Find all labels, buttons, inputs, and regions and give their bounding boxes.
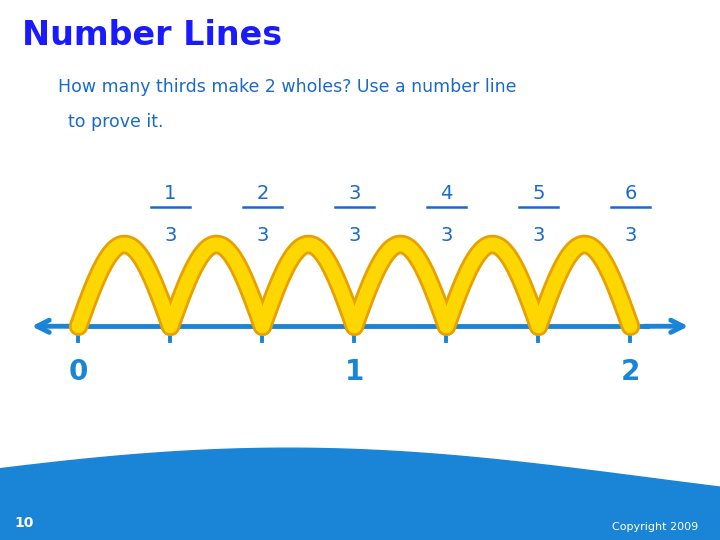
Text: 0: 0 xyxy=(69,358,88,386)
Text: 3: 3 xyxy=(348,226,361,245)
Text: 5: 5 xyxy=(532,185,545,204)
Text: 6: 6 xyxy=(624,185,636,204)
Text: 1: 1 xyxy=(164,185,176,204)
Text: How many thirds make 2 wholes? Use a number line: How many thirds make 2 wholes? Use a num… xyxy=(58,78,516,96)
Text: 2: 2 xyxy=(621,358,640,386)
Text: Copyright 2009: Copyright 2009 xyxy=(612,522,698,532)
Text: 3: 3 xyxy=(348,185,361,204)
Text: 3: 3 xyxy=(624,226,636,245)
Text: 3: 3 xyxy=(532,226,544,245)
Text: Number Lines: Number Lines xyxy=(22,19,282,52)
Text: 3: 3 xyxy=(256,226,269,245)
Text: 4: 4 xyxy=(441,185,453,204)
Text: 1: 1 xyxy=(345,358,364,386)
Text: to prove it.: to prove it. xyxy=(68,113,164,131)
Text: 2: 2 xyxy=(256,185,269,204)
Text: 3: 3 xyxy=(164,226,176,245)
Text: 3: 3 xyxy=(441,226,453,245)
Text: 10: 10 xyxy=(14,516,34,530)
